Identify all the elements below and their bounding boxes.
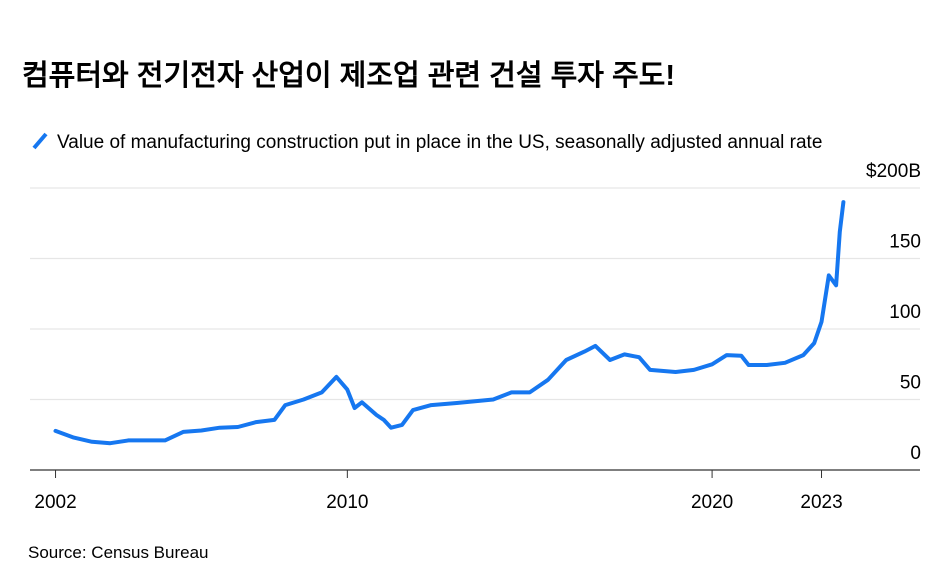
y-tick-label: 0	[910, 443, 921, 464]
chart-title: 컴퓨터와 전기전자 산업이 제조업 관련 건설 투자 주도!	[22, 59, 675, 92]
y-tick-label: 150	[889, 232, 921, 253]
y-tick-label: $200B	[866, 161, 921, 182]
source: Source: Census Bureau	[28, 543, 209, 562]
x-tick-label: 2023	[800, 492, 842, 513]
x-tick-label: 2002	[34, 492, 76, 513]
legend-swatch	[32, 132, 48, 150]
x-tick-label: 2010	[326, 492, 368, 513]
x-tick-label: 2020	[691, 492, 733, 513]
y-tick-label: 50	[900, 373, 921, 394]
data-line	[53, 200, 846, 446]
y-tick-label: 100	[889, 302, 921, 323]
legend-label: Value of manufacturing construction put …	[57, 132, 822, 153]
